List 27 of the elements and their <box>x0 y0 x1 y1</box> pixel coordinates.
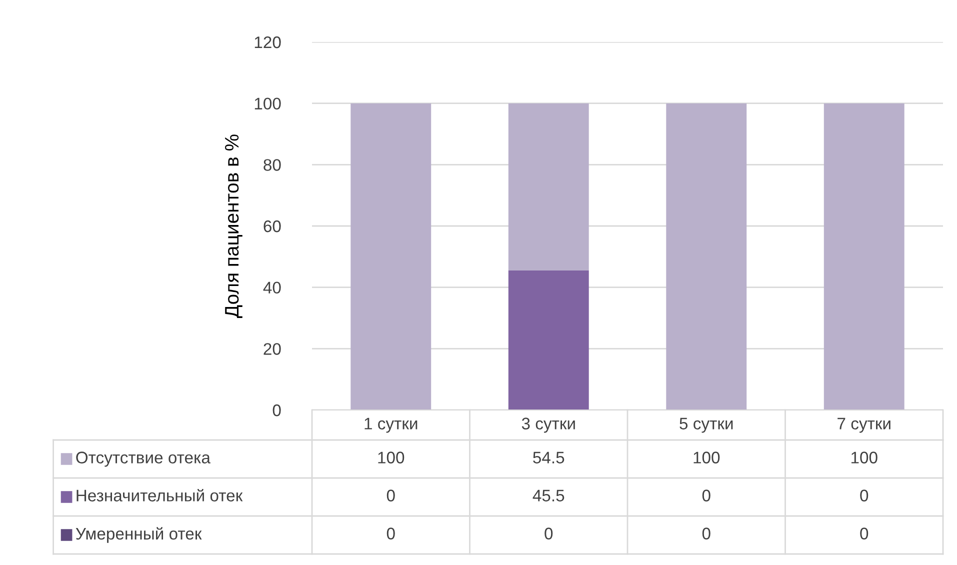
data-label: 100 <box>851 452 878 464</box>
data-label: 0 <box>860 490 868 502</box>
data-label: 100 <box>378 452 404 464</box>
y-tick-label: 20 <box>264 343 281 355</box>
data-label: 0 <box>544 528 553 540</box>
y-tick-label: 60 <box>264 220 281 232</box>
x-tick-label: 5 сутки <box>680 418 733 433</box>
data-label: 0 <box>702 528 710 540</box>
x-tick-label: 1 сутки <box>364 418 418 433</box>
data-label: 0 <box>702 490 710 502</box>
data-label: 54.5 <box>533 452 564 464</box>
y-tick-label: 0 <box>272 404 281 416</box>
data-label: 0 <box>386 528 395 540</box>
legend-label: Незначительный отек <box>76 488 243 502</box>
y-tick-label: 100 <box>254 98 281 110</box>
y-tick-label: 80 <box>264 159 281 171</box>
y-tick-label: 120 <box>254 36 281 48</box>
legend-label: Отсутствие отека <box>76 452 210 467</box>
y-axis-title: Доля пациентов в % <box>225 134 242 318</box>
data-label: 0 <box>386 490 395 502</box>
data-label: 100 <box>694 452 720 464</box>
y-tick-label: 40 <box>263 282 281 294</box>
data-label: 45.5 <box>532 490 564 502</box>
data-label: 0 <box>860 528 868 540</box>
x-tick-label: 7 сутки <box>838 418 890 433</box>
x-tick-label: 3 сутки <box>522 418 575 433</box>
legend-label: Умеренный отек <box>76 527 202 543</box>
